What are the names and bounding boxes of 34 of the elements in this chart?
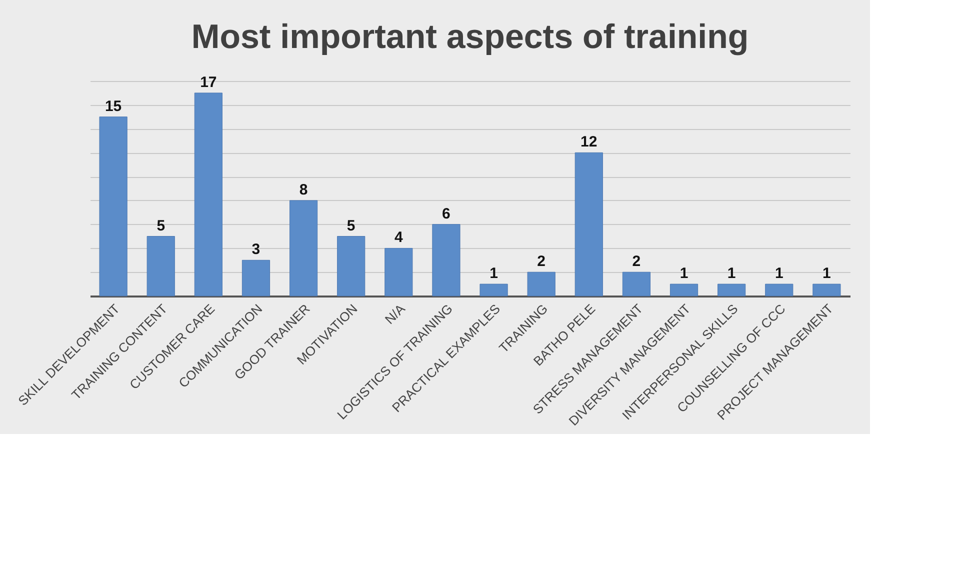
data-label: 1 (774, 265, 784, 282)
bar (718, 284, 746, 296)
bar (622, 272, 650, 296)
data-label: 8 (299, 181, 308, 198)
bar (480, 284, 508, 296)
data-label: 1 (680, 265, 688, 282)
bar (765, 284, 794, 296)
data-label: 1 (727, 265, 736, 282)
bar (812, 284, 841, 296)
data-label: 1 (822, 265, 831, 282)
data-label: 6 (442, 205, 450, 222)
bar (670, 284, 698, 296)
data-label: 17 (200, 74, 217, 91)
bar (432, 224, 460, 296)
data-label: 15 (104, 98, 122, 115)
data-label: 5 (346, 217, 356, 234)
data-label: 4 (394, 229, 404, 246)
chart-title: Most important aspects of training (191, 18, 749, 56)
bar (194, 92, 222, 296)
data-label: 3 (252, 241, 260, 258)
bar (527, 272, 556, 296)
data-label: 12 (580, 134, 598, 151)
bar (99, 116, 128, 296)
bar (146, 236, 175, 296)
bar (574, 152, 603, 296)
bar (242, 260, 270, 296)
bar (384, 248, 413, 296)
x-tick-label: N/A (382, 300, 408, 328)
data-label: 1 (490, 265, 498, 282)
data-label: 2 (632, 253, 641, 270)
data-label: 2 (537, 253, 546, 270)
bar (290, 200, 318, 296)
data-label: 5 (156, 217, 166, 234)
bar (337, 236, 366, 296)
